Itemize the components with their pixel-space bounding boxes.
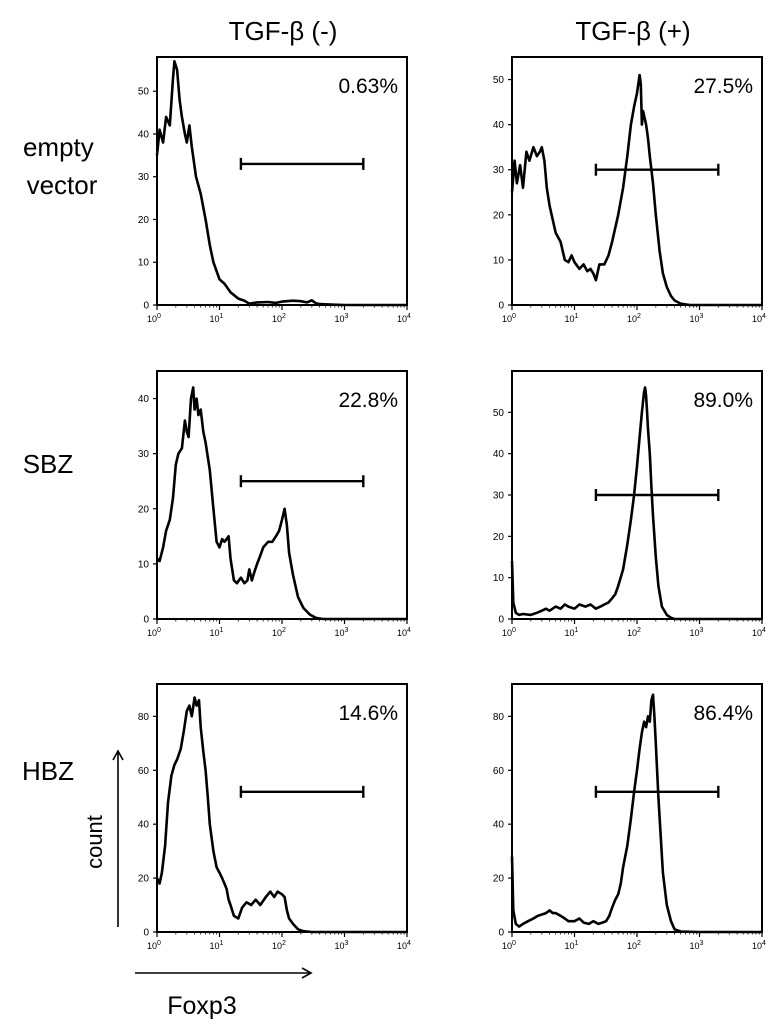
- y-tick-label: 20: [138, 215, 150, 226]
- y-tick-label: 10: [138, 559, 150, 570]
- y-tick-label: 30: [493, 165, 505, 176]
- y-tick-label: 0: [498, 615, 504, 626]
- x-tick-label: 104: [397, 313, 411, 324]
- x-tick-label: 102: [272, 313, 286, 324]
- row-label-empty-line1: empty: [23, 132, 94, 162]
- histogram-panel-empty-tgf-plus: 0 10 20 30 40 50 100 101 102 103 104 27.5%: [493, 56, 766, 324]
- x-tick-label: 104: [752, 627, 766, 638]
- x-tick-label: 100: [147, 627, 161, 638]
- y-tick-label: 50: [138, 87, 150, 98]
- histogram-panel-sbz-tgf-plus: 0 10 20 30 40 50 100 101 102 103 104 89.0%: [493, 370, 766, 638]
- y-tick-label: 20: [493, 532, 505, 543]
- y-tick-label: 0: [498, 301, 504, 312]
- x-tick-label: 100: [502, 940, 516, 951]
- y-tick-label: 50: [493, 408, 505, 419]
- y-tick-label: 20: [138, 874, 150, 885]
- x-tick-label: 102: [627, 627, 641, 638]
- gate-percentage: 89.0%: [693, 389, 753, 412]
- histogram-panel-hbz-tgf-plus: 0 20 40 60 80 100 101 102 103 104 86.4%: [493, 683, 766, 951]
- y-tick-label: 80: [493, 712, 505, 723]
- histogram-line: [155, 59, 407, 307]
- y-tick-label: 60: [493, 766, 505, 777]
- x-tick-label: 103: [690, 313, 704, 324]
- x-tick-label: 100: [147, 313, 161, 324]
- x-axis-title: Foxp3: [167, 992, 236, 1020]
- row-label-empty-line2: vector: [27, 170, 98, 200]
- y-tick-label: 10: [493, 255, 505, 266]
- y-tick-label: 0: [498, 928, 504, 939]
- y-tick-label: 40: [493, 820, 505, 831]
- x-tick-label: 102: [272, 940, 286, 951]
- y-tick-label: 10: [138, 258, 150, 269]
- row-label-sbz: SBZ: [23, 449, 74, 479]
- y-tick-label: 40: [138, 394, 150, 405]
- y-tick-label: 40: [138, 820, 150, 831]
- x-tick-label: 101: [210, 627, 224, 638]
- x-tick-label: 100: [502, 313, 516, 324]
- x-tick-label: 101: [210, 313, 224, 324]
- x-tick-label: 101: [565, 313, 579, 324]
- gate-percentage: 22.8%: [338, 389, 398, 412]
- y-tick-label: 30: [493, 491, 505, 502]
- x-tick-label: 104: [752, 313, 766, 324]
- column-header-tgf-minus: TGF-β (-): [229, 16, 338, 46]
- x-tick-label: 101: [210, 940, 224, 951]
- y-tick-label: 30: [138, 172, 150, 183]
- y-tick-label: 50: [493, 75, 505, 86]
- y-tick-label: 20: [138, 504, 150, 515]
- y-tick-label: 40: [138, 129, 150, 140]
- gate-percentage: 86.4%: [693, 702, 753, 725]
- y-tick-label: 40: [493, 449, 505, 460]
- x-tick-label: 103: [690, 627, 704, 638]
- histogram-line: [510, 386, 762, 621]
- gate-percentage: 14.6%: [338, 702, 398, 725]
- x-tick-label: 102: [272, 627, 286, 638]
- y-tick-label: 10: [493, 573, 505, 584]
- y-tick-label: 40: [493, 120, 505, 131]
- x-tick-label: 102: [627, 313, 641, 324]
- x-tick-label: 100: [502, 627, 516, 638]
- y-tick-label: 0: [143, 615, 149, 626]
- x-tick-label: 103: [335, 313, 349, 324]
- x-tick-label: 101: [565, 627, 579, 638]
- x-tick-label: 102: [627, 940, 641, 951]
- histogram-line: [156, 386, 407, 621]
- histogram-line: [155, 696, 407, 934]
- y-axis-title: count: [82, 815, 107, 869]
- y-tick-label: 60: [138, 766, 150, 777]
- x-tick-label: 103: [690, 940, 704, 951]
- y-tick-label: 0: [143, 928, 149, 939]
- histogram-line: [510, 73, 762, 307]
- x-tick-label: 103: [335, 627, 349, 638]
- y-tick-label: 30: [138, 449, 150, 460]
- x-tick-label: 103: [335, 940, 349, 951]
- y-tick-label: 20: [493, 210, 505, 221]
- y-tick-label: 0: [143, 301, 149, 312]
- x-tick-label: 104: [752, 940, 766, 951]
- y-tick-label: 80: [138, 712, 150, 723]
- x-tick-label: 100: [147, 940, 161, 951]
- histogram-panel-hbz-tgf-minus: 0 20 40 60 80 100 101 102 103 104 14.6%: [138, 683, 411, 951]
- gate-percentage: 27.5%: [693, 75, 753, 98]
- row-label-hbz: HBZ: [22, 756, 74, 786]
- y-tick-label: 20: [493, 874, 505, 885]
- histogram-panel-empty-tgf-minus: 0 10 20 30 40 50 100 101 102 103 104 0.63%: [138, 56, 411, 324]
- gate-percentage: 0.63%: [338, 75, 398, 98]
- x-tick-label: 101: [565, 940, 579, 951]
- x-tick-label: 104: [397, 627, 411, 638]
- histogram-line: [510, 693, 762, 934]
- x-tick-label: 104: [397, 940, 411, 951]
- row-label-empty-vector: empty vector: [23, 132, 101, 200]
- column-header-tgf-plus: TGF-β (+): [575, 16, 690, 46]
- histogram-panel-sbz-tgf-minus: 0 10 20 30 40 100 101 102 103 104 22.8%: [138, 370, 411, 638]
